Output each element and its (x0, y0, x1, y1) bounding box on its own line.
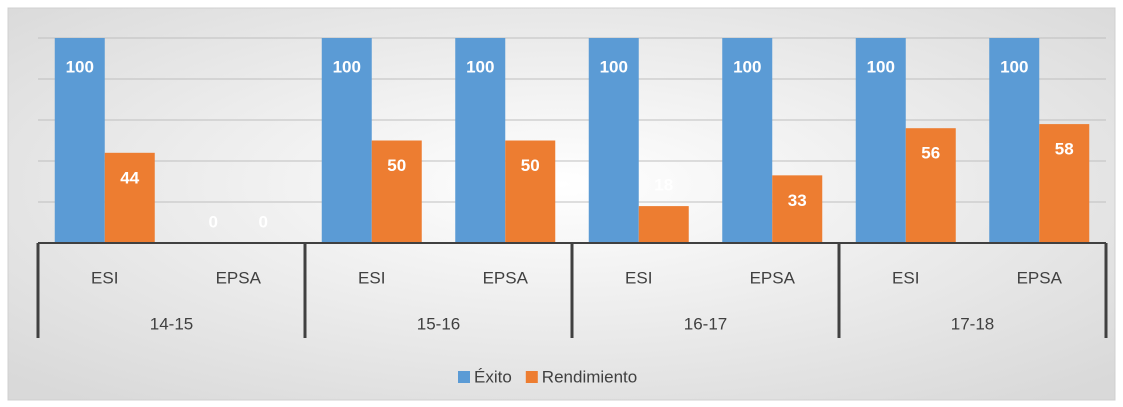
value-label: 18 (654, 176, 673, 195)
bar (455, 38, 506, 243)
group-label: 16-17 (684, 314, 727, 333)
bar (638, 206, 689, 243)
legend-swatch (525, 371, 538, 383)
bar (772, 175, 823, 243)
value-label: 44 (120, 168, 139, 187)
value-label: 100 (66, 57, 94, 76)
value-label: 58 (1055, 140, 1074, 159)
x-tick-label: ESI (625, 268, 652, 287)
x-tick-label: EPSA (750, 268, 796, 287)
x-tick-label: EPSA (1017, 268, 1063, 287)
bar (722, 38, 773, 243)
value-label: 100 (867, 57, 895, 76)
bar (505, 140, 556, 243)
value-label: 100 (466, 57, 494, 76)
x-tick-label: ESI (358, 268, 385, 287)
legend-label: Rendimiento (542, 367, 637, 386)
bar (104, 152, 155, 243)
bar (321, 38, 372, 243)
x-tick-label: EPSA (216, 268, 262, 287)
legend-swatch (458, 371, 470, 383)
x-tick-label: EPSA (483, 268, 529, 287)
group-label: 17-18 (951, 314, 994, 333)
value-label: 0 (209, 212, 218, 231)
value-label: 50 (387, 156, 406, 175)
value-label: 100 (600, 57, 628, 76)
x-tick-label: ESI (892, 268, 919, 287)
bar (588, 38, 639, 243)
value-label: 100 (333, 57, 361, 76)
value-label: 56 (921, 144, 940, 163)
bar (54, 38, 105, 243)
value-label: 100 (733, 57, 761, 76)
value-label: 50 (521, 156, 540, 175)
bar (1039, 124, 1090, 243)
value-label: 0 (259, 212, 268, 231)
bar (371, 140, 422, 243)
value-label: 100 (1000, 57, 1028, 76)
bar (905, 128, 956, 243)
value-label: 33 (788, 191, 807, 210)
x-tick-label: ESI (91, 268, 118, 287)
legend-label: Éxito (474, 367, 512, 386)
bar (989, 38, 1040, 243)
group-label: 15-16 (417, 314, 460, 333)
group-label: 14-15 (150, 314, 193, 333)
bar (855, 38, 906, 243)
